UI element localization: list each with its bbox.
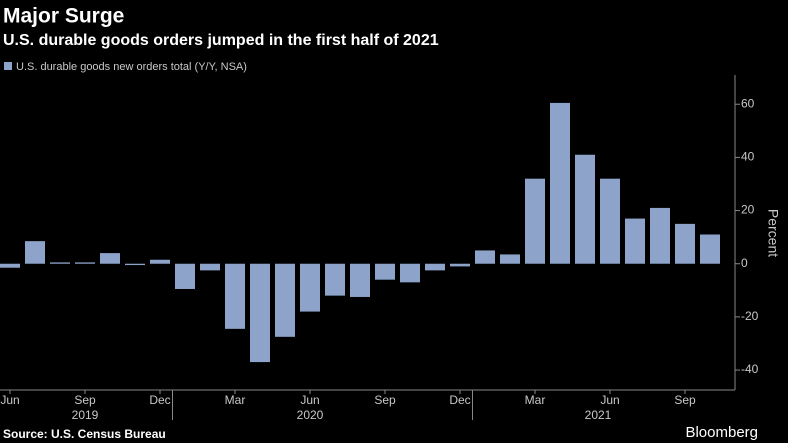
y-tick-label: -40 xyxy=(741,362,759,376)
y-axis-label: Percent xyxy=(765,209,781,257)
bar xyxy=(25,241,45,264)
x-tick-label: Mar xyxy=(225,393,246,407)
bar xyxy=(550,102,570,264)
chart-title: Major Surge xyxy=(3,5,124,28)
bar xyxy=(425,263,445,271)
bar xyxy=(600,178,620,264)
legend-swatch xyxy=(4,62,12,70)
y-tick-label: 0 xyxy=(741,256,748,270)
bar xyxy=(50,262,70,264)
bar xyxy=(400,263,420,283)
bar xyxy=(0,263,20,268)
bar xyxy=(700,234,720,264)
y-tick-label: 60 xyxy=(741,96,755,110)
x-tick-label: Sep xyxy=(674,393,696,407)
x-tick-label: Sep xyxy=(374,393,396,407)
x-tick-label: Jun xyxy=(0,393,19,407)
bar xyxy=(75,262,95,264)
bar xyxy=(625,218,645,264)
bar xyxy=(475,250,495,264)
bar xyxy=(525,178,545,264)
bar xyxy=(175,263,195,289)
bar xyxy=(500,254,520,264)
y-tick-label: -20 xyxy=(741,309,759,323)
bar xyxy=(275,263,295,337)
source: Source: U.S. Census Bureau xyxy=(3,427,166,441)
x-tick-label: Jun xyxy=(300,393,319,407)
bar xyxy=(100,253,120,264)
brand: Bloomberg xyxy=(685,424,758,441)
x-tick-label: Dec xyxy=(149,393,170,407)
bar xyxy=(650,207,670,264)
y-tick-label: 40 xyxy=(741,150,755,164)
bar xyxy=(125,263,145,266)
bar xyxy=(200,263,220,271)
bar xyxy=(250,263,270,363)
bar xyxy=(350,263,370,297)
y-tick-label: 20 xyxy=(741,203,755,217)
bar xyxy=(150,259,170,264)
chart-subtitle: U.S. durable goods orders jumped in the … xyxy=(3,32,439,49)
bar xyxy=(450,263,470,267)
x-tick-label: Jun xyxy=(600,393,619,407)
bar xyxy=(225,263,245,329)
bar xyxy=(575,154,595,264)
x-tick-label: Sep xyxy=(74,393,96,407)
bar xyxy=(675,223,695,264)
bar xyxy=(325,263,345,296)
legend-label: U.S. durable goods new orders total (Y/Y… xyxy=(16,61,247,73)
x-year-label: 2020 xyxy=(297,408,324,422)
bar xyxy=(375,263,395,280)
x-tick-label: Mar xyxy=(525,393,546,407)
x-year-label: 2021 xyxy=(585,408,612,422)
x-tick-label: Dec xyxy=(449,393,470,407)
x-year-label: 2019 xyxy=(72,408,99,422)
bar xyxy=(300,263,320,312)
